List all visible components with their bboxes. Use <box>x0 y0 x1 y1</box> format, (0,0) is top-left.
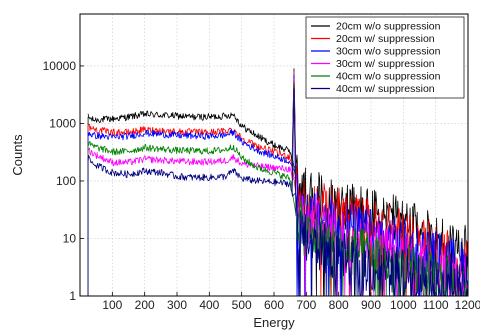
legend-label: 40cm w/o suppression <box>336 71 441 83</box>
legend-label: 20cm w/ suppression <box>336 33 435 45</box>
y-tick-label: 1000 <box>49 116 76 130</box>
legend-box <box>305 16 465 99</box>
y-tick-label: 10000 <box>43 59 77 73</box>
x-tick-label: 900 <box>361 298 381 312</box>
x-tick-label: 700 <box>296 298 316 312</box>
tick-labels: 100 200 300 400 500 600 700 800 900 1000 1100 12001… <box>43 59 480 312</box>
y-tick-label: 10 <box>63 231 77 245</box>
legend-label: 40cm w/ suppression <box>336 83 435 95</box>
x-tick-label: 100 <box>102 298 122 312</box>
x-tick-label: 200 <box>135 298 155 312</box>
x-tick-label: 1000 <box>390 298 417 312</box>
x-tick-label: 400 <box>199 298 219 312</box>
y-axis-title: Counts <box>10 134 25 176</box>
series-layer <box>87 68 469 297</box>
legend-label: 20cm w/o suppression <box>336 21 441 33</box>
x-tick-label: 500 <box>232 298 252 312</box>
legend-label: 30cm w/o suppression <box>336 46 441 58</box>
x-axis-title: Energy <box>253 315 295 330</box>
legend-label: 30cm w/ suppression <box>336 58 435 70</box>
x-tick-label: 800 <box>329 298 349 312</box>
x-tick-label: 1100 <box>423 298 449 312</box>
y-tick-label: 1 <box>69 289 76 303</box>
y-tick-label: 100 <box>56 174 76 188</box>
x-tick-label: 300 <box>167 298 187 312</box>
x-tick-label: 1200 <box>455 298 480 312</box>
series-line-6 <box>87 88 469 297</box>
x-tick-label: 600 <box>264 298 284 312</box>
